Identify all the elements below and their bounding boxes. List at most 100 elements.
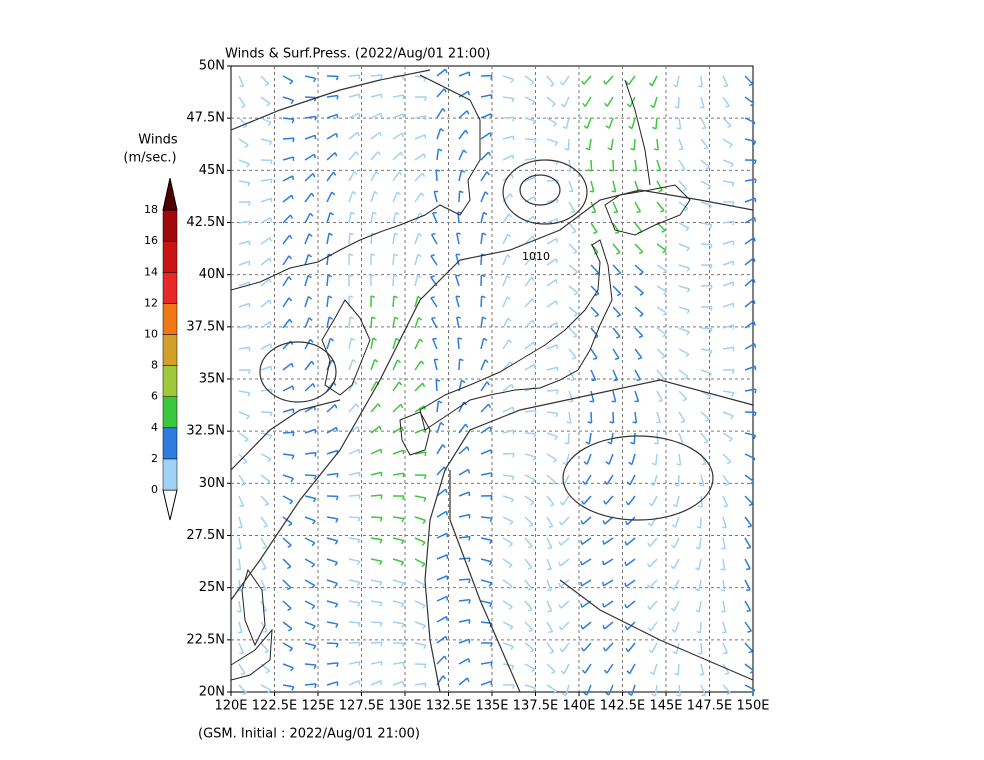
wind-barb	[524, 558, 533, 569]
wind-barb	[242, 461, 248, 465]
wind-barb	[648, 82, 653, 87]
wind-barb	[458, 170, 463, 182]
wind-barb	[395, 337, 400, 342]
wind-barb	[524, 600, 533, 610]
wind-barb	[311, 542, 316, 547]
wind-barb	[609, 169, 614, 172]
wind-barb	[750, 102, 755, 107]
wind-barb	[348, 381, 356, 392]
wind-barb	[546, 75, 555, 86]
wind-barb	[532, 215, 536, 221]
wind-barb	[414, 115, 426, 119]
wind-barb	[546, 179, 559, 182]
wind-barb	[397, 359, 401, 364]
wind-barb	[565, 117, 570, 129]
wind-barb	[268, 278, 272, 283]
wind-barb	[350, 337, 356, 341]
wind-barb	[392, 171, 400, 182]
wind-barb	[401, 643, 405, 648]
wind-barb	[627, 692, 633, 697]
wind-barb	[329, 211, 334, 216]
wind-barb	[754, 389, 757, 394]
wind-barb	[746, 609, 751, 613]
wind-barb	[524, 453, 536, 458]
wind-barb	[731, 392, 735, 397]
wind-barb	[629, 663, 636, 674]
wind-barb	[571, 230, 577, 234]
wind-barb	[379, 602, 383, 607]
wind-barb	[656, 411, 662, 423]
wind-barb	[511, 384, 514, 389]
wind-barb	[282, 621, 293, 630]
wind-barb	[282, 579, 292, 589]
wind-barb	[380, 74, 383, 80]
wind-barb	[420, 360, 425, 365]
wind-barb	[348, 537, 360, 541]
wind-barb	[442, 108, 446, 113]
wind-barb	[674, 672, 679, 676]
wind-barb	[603, 600, 614, 608]
wind-barb	[393, 274, 398, 278]
wind-barb	[417, 253, 422, 258]
wind-barb	[524, 75, 535, 84]
wind-barb	[616, 272, 621, 276]
wind-barb	[586, 684, 592, 696]
lon-tick-label: 135E	[475, 699, 508, 714]
wind-barb	[488, 403, 492, 409]
wind-barb	[266, 480, 271, 485]
wind-barb	[348, 448, 360, 455]
wind-barb	[334, 561, 339, 567]
wind-barb	[357, 132, 360, 137]
wind-barb	[392, 472, 404, 476]
wind-barb	[586, 117, 592, 129]
wind-barb	[583, 125, 588, 129]
wind-barb	[480, 472, 492, 476]
wind-barb	[722, 558, 726, 570]
wind-barb	[480, 359, 486, 371]
wind-barb	[457, 337, 463, 340]
wind-barb	[732, 221, 735, 226]
wind-barb	[431, 316, 436, 320]
wind-barb	[502, 154, 514, 161]
wind-barb	[612, 180, 617, 192]
wind-barb	[335, 623, 339, 628]
wind-barb	[670, 544, 675, 549]
wind-barb	[480, 381, 488, 392]
wind-barb	[507, 317, 512, 322]
wind-barb	[326, 579, 338, 585]
wind-barb	[424, 115, 427, 121]
wind-barb	[624, 603, 628, 609]
wind-barb	[509, 521, 514, 526]
wind-barb	[260, 299, 271, 308]
wind-barb	[656, 159, 662, 171]
wind-barb	[594, 272, 599, 276]
wind-barb	[238, 474, 246, 485]
wind-barb	[458, 658, 470, 665]
wind-barb	[414, 579, 426, 586]
wind-barb	[678, 369, 689, 378]
wind-barb	[236, 610, 242, 613]
wind-barb	[370, 295, 376, 299]
wind-barb	[532, 319, 536, 325]
wind-barb	[558, 541, 562, 546]
wind-barb	[260, 558, 267, 570]
wind-barb	[512, 154, 515, 160]
wind-barb	[467, 658, 471, 663]
wind-barb	[533, 364, 537, 369]
wind-barb	[370, 621, 383, 624]
wind-barb	[326, 152, 336, 161]
wind-barb	[289, 318, 293, 324]
wind-barb	[392, 132, 403, 140]
wind-barb	[304, 172, 314, 182]
wind-barb	[606, 663, 614, 674]
wind-barb	[260, 197, 272, 203]
wind-barb	[379, 539, 383, 544]
wind-barb	[590, 285, 600, 295]
wind-barb	[630, 684, 636, 696]
wind-barb	[546, 300, 557, 308]
wind-barb	[335, 76, 339, 81]
wind-barb	[423, 644, 427, 650]
wind-barb	[655, 117, 658, 130]
wind-barb	[662, 290, 667, 295]
wind-barb	[647, 542, 651, 547]
